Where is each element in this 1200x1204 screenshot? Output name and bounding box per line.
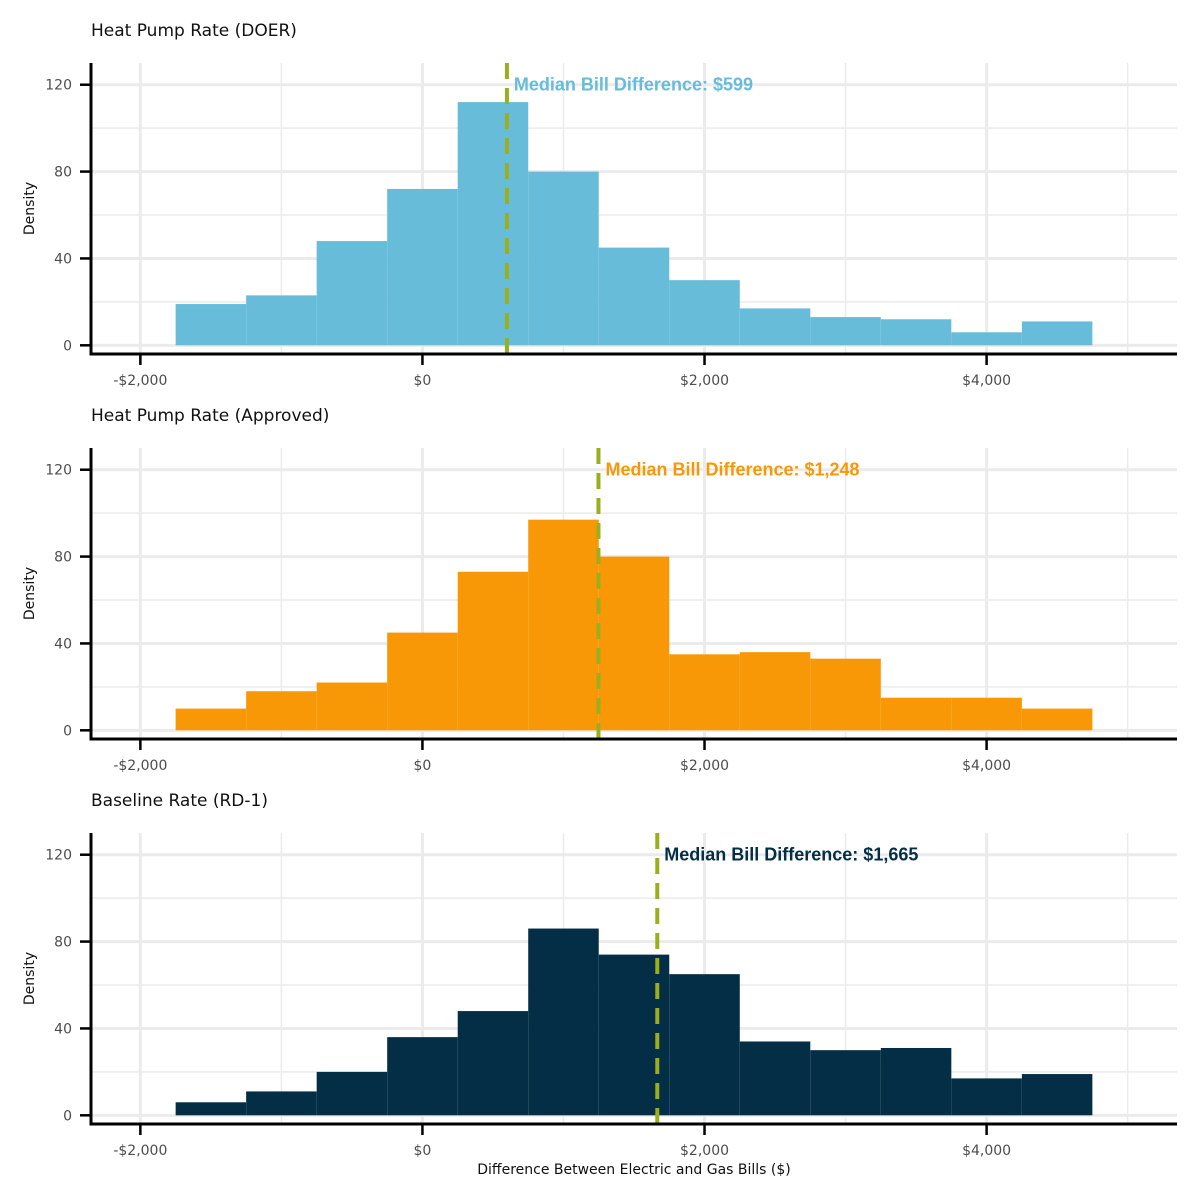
histogram-bar: [175, 708, 247, 731]
histogram-bar: [951, 697, 1022, 731]
histogram-bar: [528, 171, 599, 346]
histogram-bar: [457, 1011, 529, 1116]
histogram-bar: [669, 280, 740, 346]
histogram-panel-2: Median Bill Difference: $1,248 0 40 80 120 -$…: [22, 406, 1177, 774]
y-tick-label: 40: [54, 1021, 72, 1037]
histogram-bar: [528, 519, 599, 731]
histogram-bar: [246, 295, 317, 346]
histogram-bar: [810, 317, 881, 346]
x-tick-label: $4,000: [962, 758, 1011, 774]
panel-title: Heat Pump Rate (DOER): [91, 21, 297, 41]
histogram-bar: [669, 974, 740, 1116]
histogram-bar: [1021, 1074, 1093, 1116]
x-tick-label: $2,000: [680, 373, 729, 389]
histogram-bar: [387, 632, 458, 731]
histogram-bar: [387, 1037, 458, 1116]
panel-title: Baseline Rate (RD-1): [91, 791, 268, 811]
y-tick-label: 80: [54, 550, 72, 566]
panel-title: Heat Pump Rate (Approved): [91, 406, 329, 426]
histogram-bar: [387, 188, 458, 346]
histogram-bar: [457, 102, 529, 346]
y-tick-label: 120: [45, 463, 72, 479]
histogram-bar: [739, 308, 811, 346]
x-tick-label: $4,000: [962, 1143, 1011, 1159]
histogram-bar: [316, 682, 388, 731]
histogram-bar: [669, 654, 740, 731]
x-tick-label: $0: [414, 1143, 432, 1159]
x-axis-title: Difference Between Electric and Gas Bill…: [477, 1162, 790, 1178]
histogram-bar: [951, 1078, 1022, 1116]
histogram-bar: [1021, 708, 1093, 731]
histogram-bar: [598, 247, 670, 346]
y-axis-title: Density: [22, 182, 38, 235]
histogram-bar: [598, 556, 670, 731]
histogram-bar: [739, 652, 811, 731]
histogram-bar: [175, 304, 247, 346]
x-tick-label: $2,000: [680, 1143, 729, 1159]
x-tick-label: $2,000: [680, 758, 729, 774]
histogram-bar: [316, 1071, 388, 1116]
y-tick-label: 40: [54, 251, 72, 267]
histogram-bar: [880, 319, 952, 346]
median-label: Median Bill Difference: $599: [514, 75, 753, 95]
histogram-bar: [246, 1091, 317, 1116]
histogram-bar: [739, 1041, 811, 1116]
y-tick-label: 40: [54, 636, 72, 652]
x-tick-label: -$2,000: [113, 1143, 167, 1159]
histogram-bar: [457, 571, 529, 731]
histogram-bar: [316, 241, 388, 346]
y-tick-label: 0: [63, 1108, 72, 1124]
histogram-bar: [246, 691, 317, 731]
x-tick-label: -$2,000: [113, 758, 167, 774]
histogram-bar: [951, 332, 1022, 346]
y-tick-label: 120: [45, 78, 72, 94]
x-tick-label: $0: [414, 373, 432, 389]
histogram-panel-3: Median Bill Difference: $1,665 0 40 80 120 -$…: [22, 791, 1177, 1178]
x-tick-label: $0: [414, 758, 432, 774]
y-tick-label: 0: [63, 338, 72, 354]
histogram-panel-1: Median Bill Difference: $599 0 40 80 120 -$2,…: [22, 21, 1177, 389]
y-tick-label: 0: [63, 723, 72, 739]
x-tick-label: $4,000: [962, 373, 1011, 389]
histogram-bar: [880, 697, 952, 731]
x-tick-label: -$2,000: [113, 373, 167, 389]
median-label: Median Bill Difference: $1,665: [664, 845, 918, 865]
median-label: Median Bill Difference: $1,248: [605, 460, 859, 480]
histogram-bar: [810, 658, 881, 731]
y-tick-label: 80: [54, 165, 72, 181]
y-axis-title: Density: [22, 567, 38, 620]
y-axis-title: Density: [22, 952, 38, 1005]
histogram-bar: [528, 928, 599, 1116]
y-tick-label: 120: [45, 848, 72, 864]
histogram-bar: [175, 1102, 247, 1116]
histogram-bar: [810, 1050, 881, 1116]
histogram-bar: [880, 1047, 952, 1116]
histogram-bar: [1021, 321, 1093, 346]
y-tick-label: 80: [54, 935, 72, 951]
